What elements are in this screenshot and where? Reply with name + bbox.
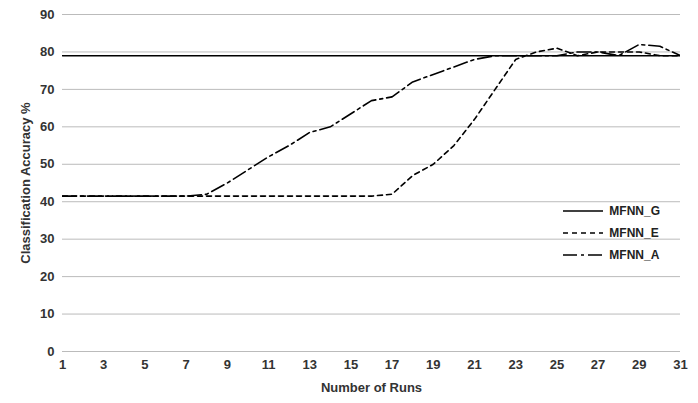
html-text:MFNN_E: MFNN_E [609,226,659,240]
svg-text:9: 9 [224,357,231,372]
svg-text:5: 5 [141,357,148,372]
svg-text:50: 50 [40,156,54,171]
svg-text:31: 31 [673,357,687,372]
svg-text:Classification Accuracy %: Classification Accuracy % [18,102,33,264]
svg-text:29: 29 [632,357,646,372]
svg-text:21: 21 [467,357,481,372]
svg-text:90: 90 [40,7,54,22]
svg-text:7: 7 [182,357,189,372]
svg-text:80: 80 [40,44,54,59]
svg-text:70: 70 [40,82,54,97]
svg-text:0: 0 [47,344,54,359]
svg-text:19: 19 [426,357,440,372]
svg-text:27: 27 [591,357,605,372]
svg-text:1: 1 [59,357,66,372]
svg-text:13: 13 [302,357,316,372]
svg-text:20: 20 [40,269,54,284]
svg-text:30: 30 [40,231,54,246]
svg-text:10: 10 [40,306,54,321]
svg-text:25: 25 [550,357,564,372]
svg-text:3: 3 [100,357,107,372]
svg-text:60: 60 [40,119,54,134]
svg-text:17: 17 [385,357,399,372]
html-text:MFNN_G: MFNN_G [609,204,660,218]
svg-text:Number of Runs: Number of Runs [321,380,422,395]
svg-text:11: 11 [262,357,276,372]
svg-text:40: 40 [40,194,54,209]
svg-text:23: 23 [508,357,522,372]
html-text:MFNN_A: MFNN_A [609,248,660,262]
svg-text:15: 15 [344,357,358,372]
